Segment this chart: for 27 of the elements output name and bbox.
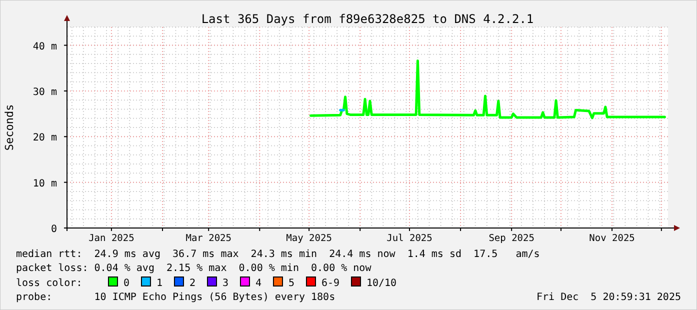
legend-label: 2 <box>189 278 196 289</box>
y-tick-label: 20 m <box>32 132 57 144</box>
text: probe: 10 ICMP Echo Pings (56 Bytes) every 180s <box>16 292 336 303</box>
legend-label: 1 <box>156 278 163 289</box>
x-tick-label: Jul 2025 <box>386 233 432 244</box>
text: median rtt: 24.9 ms avg 36.7 ms max 24.3 ms min 24.4 ms now 1.4 ms sd 17.5 am/s <box>16 249 540 260</box>
x-tick-label: Mar 2025 <box>186 233 232 244</box>
y-tick-label: 40 m <box>32 41 57 52</box>
legend-label: 5 <box>288 278 295 289</box>
chart-title: Last 365 Days from f89e6328e825 to DNS 4.2.2.1 <box>201 12 534 26</box>
x-tick-label: May 2025 <box>286 233 332 244</box>
y-axis-title: Seconds <box>3 104 16 151</box>
y-tick-label: 30 m <box>32 86 57 98</box>
legend-label: 4 <box>255 278 262 289</box>
x-tick-label: Nov 2025 <box>589 233 635 244</box>
line-series <box>309 60 666 120</box>
legend-label: 0 <box>123 278 130 289</box>
text: Fri Dec 5 20:59:31 2025 <box>536 292 681 303</box>
y-tick-label: 10 m <box>32 178 57 190</box>
text: packet loss: 0.04 % avg 2.15 % max 0.00 % min 0.00 % now <box>16 263 372 274</box>
legend-title: loss color: <box>16 278 82 289</box>
y-tick-label: 0 <box>50 224 57 235</box>
legend-label: 10/10 <box>366 278 397 289</box>
x-tick-label: Jan 2025 <box>88 233 134 244</box>
legend-label: 6-9 <box>321 278 340 289</box>
legend-label: 3 <box>222 278 229 289</box>
x-tick-label: Sep 2025 <box>488 233 534 244</box>
